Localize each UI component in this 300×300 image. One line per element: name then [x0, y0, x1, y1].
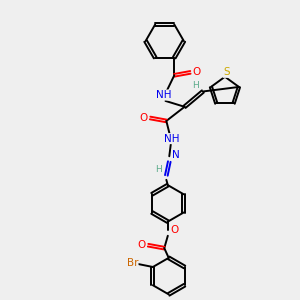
Text: O: O — [192, 68, 200, 77]
Text: Br: Br — [127, 258, 138, 268]
Text: H: H — [192, 81, 199, 90]
Text: O: O — [140, 113, 148, 123]
Text: O: O — [137, 240, 146, 250]
Text: NH: NH — [164, 134, 180, 144]
Text: O: O — [170, 226, 178, 236]
Text: NH: NH — [156, 90, 172, 100]
Text: H: H — [155, 165, 161, 174]
Text: N: N — [172, 150, 180, 160]
Text: S: S — [223, 68, 230, 77]
